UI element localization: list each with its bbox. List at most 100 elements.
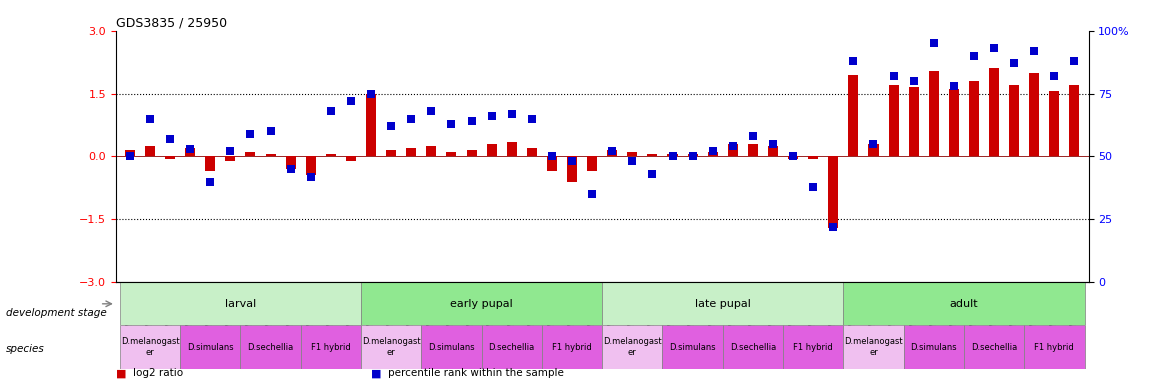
Bar bbox=[467, 150, 477, 156]
Point bbox=[904, 78, 923, 84]
Point bbox=[301, 174, 320, 180]
Point bbox=[984, 45, 1003, 51]
Point bbox=[804, 184, 822, 190]
Bar bbox=[989, 68, 999, 156]
Bar bbox=[265, 154, 276, 156]
Bar bbox=[688, 154, 697, 156]
Bar bbox=[286, 156, 295, 169]
Text: ■: ■ bbox=[371, 368, 381, 378]
Point bbox=[1045, 73, 1063, 79]
Point bbox=[844, 58, 863, 64]
Bar bbox=[708, 152, 718, 156]
Text: F1 hybrid: F1 hybrid bbox=[793, 343, 833, 351]
Point bbox=[864, 141, 882, 147]
FancyBboxPatch shape bbox=[241, 325, 301, 369]
Point bbox=[582, 191, 601, 197]
Text: development stage: development stage bbox=[6, 308, 107, 318]
Point bbox=[603, 148, 622, 154]
FancyBboxPatch shape bbox=[723, 325, 783, 369]
FancyBboxPatch shape bbox=[843, 282, 1085, 325]
Point bbox=[683, 153, 702, 159]
Point bbox=[543, 153, 562, 159]
Text: D.simulans: D.simulans bbox=[186, 343, 234, 351]
Text: D.sechellia: D.sechellia bbox=[970, 343, 1017, 351]
Bar bbox=[888, 85, 899, 156]
Bar bbox=[1049, 91, 1060, 156]
Point bbox=[724, 143, 742, 149]
Bar bbox=[325, 154, 336, 156]
Point bbox=[262, 128, 280, 134]
FancyBboxPatch shape bbox=[482, 325, 542, 369]
Text: D.sechellia: D.sechellia bbox=[730, 343, 776, 351]
Bar bbox=[667, 154, 677, 156]
Bar bbox=[205, 156, 215, 171]
Point bbox=[161, 136, 179, 142]
Point bbox=[522, 116, 541, 122]
FancyBboxPatch shape bbox=[422, 325, 482, 369]
Bar bbox=[245, 152, 256, 156]
FancyBboxPatch shape bbox=[602, 325, 662, 369]
Bar bbox=[406, 148, 416, 156]
Point bbox=[342, 98, 360, 104]
Bar bbox=[768, 146, 778, 156]
Bar bbox=[748, 144, 758, 156]
Point bbox=[764, 141, 783, 147]
Point bbox=[885, 73, 903, 79]
Bar bbox=[166, 156, 175, 159]
Bar bbox=[849, 75, 858, 156]
Point bbox=[1025, 48, 1043, 54]
Point bbox=[382, 123, 401, 129]
Bar bbox=[446, 152, 456, 156]
Bar bbox=[486, 144, 497, 156]
Text: larval: larval bbox=[225, 299, 256, 309]
FancyBboxPatch shape bbox=[361, 325, 422, 369]
Bar bbox=[145, 146, 155, 156]
Bar bbox=[789, 156, 798, 159]
Point bbox=[241, 131, 259, 137]
Bar bbox=[727, 144, 738, 156]
Point bbox=[664, 153, 682, 159]
Point bbox=[703, 148, 721, 154]
FancyBboxPatch shape bbox=[903, 325, 963, 369]
FancyBboxPatch shape bbox=[301, 325, 361, 369]
Text: D.simulans: D.simulans bbox=[669, 343, 716, 351]
Point bbox=[1005, 60, 1024, 66]
Point bbox=[643, 171, 661, 177]
Point bbox=[361, 91, 380, 97]
Point bbox=[623, 159, 642, 165]
Point bbox=[442, 121, 461, 127]
FancyBboxPatch shape bbox=[843, 325, 903, 369]
Point bbox=[462, 118, 481, 124]
Bar bbox=[969, 81, 979, 156]
FancyBboxPatch shape bbox=[1024, 325, 1085, 369]
Bar bbox=[426, 146, 437, 156]
Bar bbox=[647, 154, 658, 156]
Point bbox=[402, 116, 420, 122]
Point bbox=[1065, 58, 1084, 64]
Bar bbox=[527, 148, 537, 156]
FancyBboxPatch shape bbox=[119, 325, 181, 369]
FancyBboxPatch shape bbox=[542, 325, 602, 369]
Bar bbox=[628, 152, 637, 156]
Point bbox=[563, 159, 581, 165]
Point bbox=[483, 113, 501, 119]
Text: percentile rank within the sample: percentile rank within the sample bbox=[388, 368, 564, 378]
Text: adult: adult bbox=[950, 299, 979, 309]
Bar bbox=[587, 156, 598, 171]
Text: F1 hybrid: F1 hybrid bbox=[1034, 343, 1075, 351]
Point bbox=[181, 146, 199, 152]
Bar bbox=[306, 156, 316, 175]
Text: D.sechellia: D.sechellia bbox=[489, 343, 535, 351]
Bar bbox=[808, 156, 819, 159]
Bar bbox=[607, 150, 617, 156]
Point bbox=[965, 53, 983, 59]
Bar bbox=[185, 148, 196, 156]
Text: late pupal: late pupal bbox=[695, 299, 750, 309]
Point bbox=[824, 224, 843, 230]
Text: early pupal: early pupal bbox=[450, 299, 513, 309]
Point bbox=[422, 108, 440, 114]
Point bbox=[221, 148, 240, 154]
Bar bbox=[948, 89, 959, 156]
Point bbox=[281, 166, 300, 172]
Bar bbox=[507, 142, 516, 156]
